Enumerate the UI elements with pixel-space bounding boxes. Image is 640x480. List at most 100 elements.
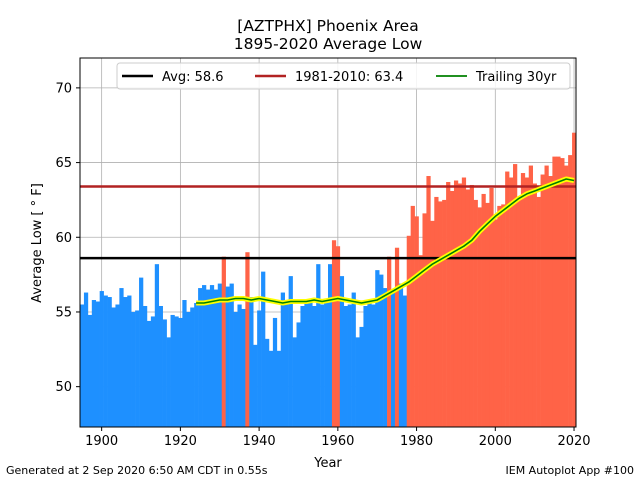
bar [328,264,333,427]
y-axis-ticks: 50 55 60 65 70 [55,81,80,395]
bar [497,205,502,427]
bar [276,350,282,427]
x-tick-label: 2020 [557,434,590,449]
chart-subtitle: 1895-2020 Average Low [234,35,423,53]
bar [261,271,266,427]
bar [383,288,388,427]
bar [91,300,97,427]
bar [304,300,309,427]
bar [324,300,329,427]
bar [442,199,447,427]
bar [229,283,234,427]
bar [347,304,352,427]
bar [339,276,345,427]
bar [516,196,522,427]
bar [469,184,474,427]
bar [111,307,116,427]
y-tick-label: 70 [55,81,72,96]
bar [288,276,293,427]
bar [209,285,215,427]
footer-generated-text: Generated at 2 Sep 2020 6:50 AM CDT in 0… [6,464,268,477]
bar [394,247,400,427]
bar [398,283,404,427]
bar [536,196,541,427]
bar [513,164,518,427]
bar [438,201,443,427]
bar [186,311,191,427]
x-tick-label: 1960 [321,434,354,449]
bar [367,303,372,427]
bar [237,304,242,427]
bar [241,308,246,427]
bar [296,322,301,427]
bar [225,286,230,427]
bar [371,304,376,427]
bar [568,155,573,427]
bar [146,320,152,427]
legend: Avg: 58.6 1981-2010: 63.4 Trailing 30yr [116,62,571,90]
bar [477,207,482,427]
bar [453,180,459,427]
bar [375,270,380,427]
bar [505,171,510,427]
bar [158,305,163,427]
bar [430,220,435,427]
bar [406,235,411,427]
x-tick-label: 1920 [164,434,197,449]
bar [162,319,167,427]
bar [253,344,258,427]
bar [115,304,120,427]
bar [564,165,569,428]
bar [422,213,427,427]
bar [548,176,553,427]
bar [556,156,561,428]
bar [127,295,132,427]
bar [316,264,321,427]
bar [493,219,498,427]
bar [83,292,89,427]
legend-trailing-label: Trailing 30yr [475,70,557,85]
bar [560,158,565,427]
bar [540,174,545,427]
y-tick-label: 50 [55,380,72,395]
bar [99,291,104,427]
bar [202,285,207,427]
trailing-30yr-line [196,178,575,304]
bar [249,297,254,427]
bar [457,183,463,427]
reference-lines [80,185,576,260]
x-tick-label: 1900 [85,434,118,449]
legend-normal-label: 1981-2010: 63.4 [295,70,403,85]
bar [410,205,415,427]
bar [552,156,557,428]
bar [292,337,297,427]
bar [572,132,577,427]
bar [509,177,514,427]
bar [174,316,179,427]
bar [320,304,325,427]
bar [532,183,537,427]
bar [524,177,530,427]
bar [434,196,439,427]
bar [390,291,396,427]
bar [355,337,360,427]
bar [308,303,313,427]
bar [265,338,270,427]
y-tick-label: 60 [55,231,72,246]
bar [131,311,136,427]
bar [221,256,226,427]
bar [379,274,384,427]
bar [190,307,195,427]
bar [331,240,337,427]
bar [80,304,85,427]
x-tick-label: 2000 [479,434,512,449]
bar [465,189,471,427]
bar [473,199,478,427]
x-tick-label: 1940 [243,434,276,449]
bar [312,305,317,427]
bar [150,316,156,427]
bar [182,300,187,427]
trailing-30yr-series [196,176,575,306]
bar [280,292,285,427]
bar [387,256,392,427]
